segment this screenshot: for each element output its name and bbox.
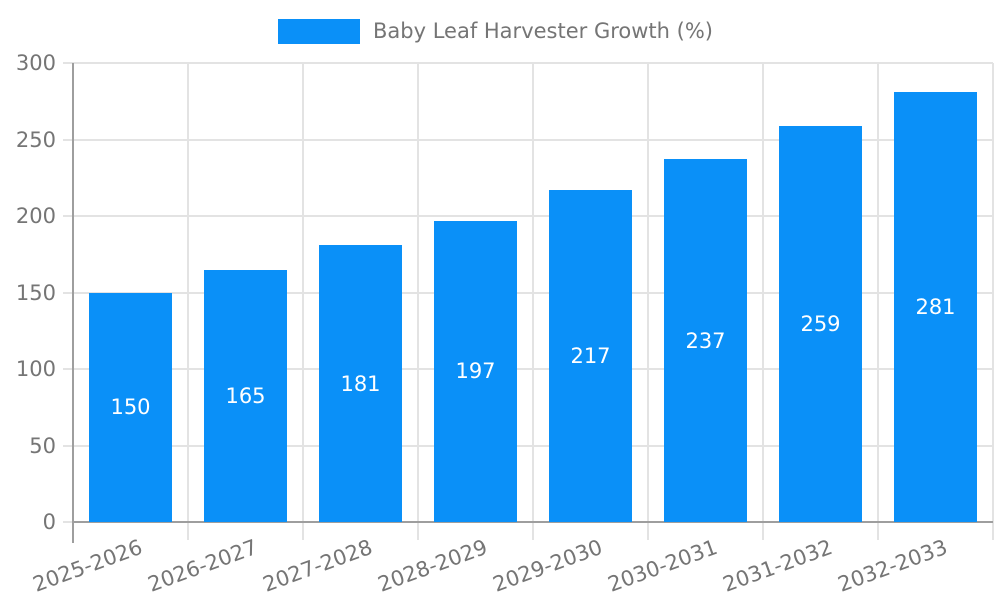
bar-value-label: 165 — [225, 383, 266, 408]
bar-2029-2030[interactable]: 217 — [549, 189, 632, 522]
y-gridline — [63, 62, 993, 64]
y-gridline — [63, 444, 993, 447]
y-tick-label: 200 — [15, 204, 56, 228]
y-tick-label: 300 — [15, 51, 56, 75]
y-gridline — [63, 291, 993, 294]
bar-2025-2026[interactable]: 150 — [89, 292, 172, 522]
y-tick-label: 150 — [15, 280, 56, 305]
y-tick-label: 0 — [42, 510, 56, 534]
bar-value-label: 259 — [800, 311, 841, 336]
bar-2032-2033[interactable]: 281 — [894, 92, 977, 522]
y-axis-line — [72, 63, 74, 543]
bar-2028-2029[interactable]: 197 — [434, 220, 517, 522]
bar-2030-2031[interactable]: 237 — [664, 159, 747, 522]
bar-value-label: 181 — [340, 371, 381, 396]
y-tick-label: 100 — [15, 357, 56, 381]
bar-2031-2032[interactable]: 259 — [779, 125, 862, 522]
x-gridline — [992, 63, 994, 540]
bar-value-label: 197 — [455, 359, 496, 384]
x-gridline — [187, 63, 189, 540]
bar-2026-2027[interactable]: 165 — [204, 269, 287, 522]
x-axis-line — [72, 521, 993, 523]
y-tick-label: 250 — [15, 127, 56, 152]
bar-value-label: 237 — [685, 328, 726, 353]
x-gridline — [762, 63, 764, 540]
x-gridline — [532, 63, 534, 540]
bar-value-label: 150 — [110, 395, 151, 420]
legend-label: Baby Leaf Harvester Growth (%) — [373, 19, 713, 43]
legend[interactable]: Baby Leaf Harvester Growth (%) — [278, 19, 713, 44]
y-gridline — [63, 138, 993, 141]
x-gridline — [417, 63, 419, 540]
bar-value-label: 217 — [570, 343, 611, 368]
x-gridline — [647, 63, 649, 540]
x-gridline — [302, 63, 304, 540]
x-gridline — [877, 63, 879, 540]
legend-swatch — [278, 19, 360, 44]
y-gridline — [63, 368, 993, 370]
y-tick-label: 50 — [29, 433, 56, 458]
bar-2027-2028[interactable]: 181 — [319, 245, 402, 522]
bar-value-label: 281 — [915, 295, 956, 320]
y-gridline — [63, 215, 993, 217]
